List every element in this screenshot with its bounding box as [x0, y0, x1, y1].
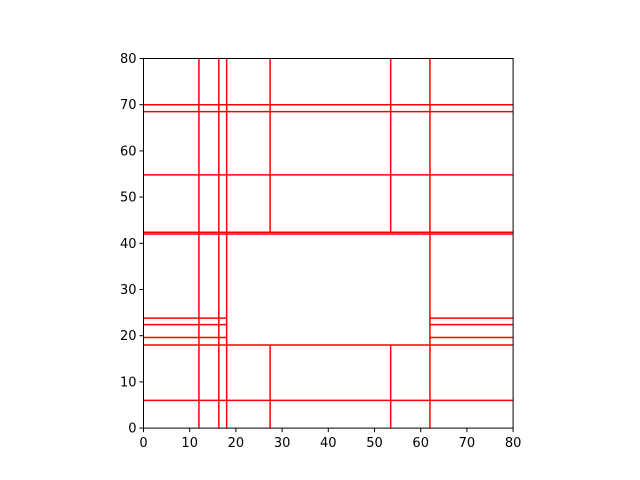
x-tick-label-1: 10 [181, 436, 198, 451]
plot-area [143, 58, 514, 429]
y-tick-label-1: 10 [120, 375, 137, 390]
y-tick-label-7: 70 [120, 98, 137, 113]
y-tick-label-3: 30 [120, 283, 137, 298]
y-tick-label-2: 20 [120, 329, 137, 344]
y-tick-label-5: 50 [120, 191, 137, 206]
x-tick-label-4: 40 [320, 436, 337, 451]
line-segments [143, 58, 514, 429]
y-axis: 0 10 20 30 40 50 60 70 80 [120, 52, 144, 437]
y-tick-label-6: 60 [120, 144, 137, 159]
x-axis: 0 10 20 30 40 50 60 70 80 [139, 428, 521, 451]
y-tick-label-0: 0 [128, 422, 136, 437]
x-tick-label-8: 80 [505, 436, 522, 451]
x-tick-label-5: 50 [366, 436, 383, 451]
x-tick-label-3: 30 [274, 436, 291, 451]
x-tick-label-0: 0 [139, 436, 147, 451]
y-tick-label-8: 80 [120, 52, 137, 67]
x-tick-label-7: 70 [459, 436, 476, 451]
y-tick-label-4: 40 [120, 237, 137, 252]
x-tick-label-2: 20 [228, 436, 245, 451]
x-tick-label-6: 60 [412, 436, 429, 451]
